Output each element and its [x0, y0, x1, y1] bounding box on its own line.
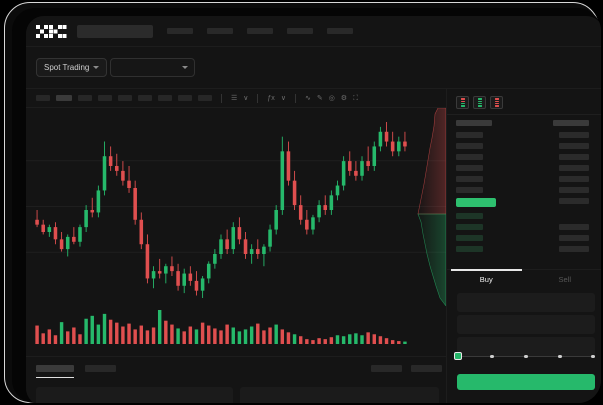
chevron-down-icon-indicators[interactable]: ∨: [280, 94, 286, 102]
candlestick-type-icon[interactable]: ☰: [231, 94, 238, 102]
orders-content-box-2: [240, 387, 439, 403]
orderbook-mode-asks-icon[interactable]: [490, 96, 503, 109]
market-subheader: Spot Trading: [26, 47, 601, 111]
orderbook-ask-size: [559, 176, 589, 182]
slider-handle[interactable]: [454, 352, 462, 360]
buy-sell-tabs: Buy Sell: [447, 269, 602, 289]
settings-gear-icon[interactable]: ⚙: [340, 94, 348, 102]
timeframe-3[interactable]: [78, 95, 92, 101]
order-entry-panel: Buy Sell: [446, 269, 601, 403]
orderbook-ask-size: [559, 187, 589, 193]
chevron-down-icon-charttype[interactable]: ∨: [243, 94, 249, 102]
orderbook-bid-row[interactable]: [456, 246, 483, 252]
slider-stop-25[interactable]: [490, 354, 494, 359]
orderbook-ask-size: [559, 154, 589, 160]
total-field[interactable]: [457, 337, 595, 356]
orderbook-bid-row[interactable]: [456, 224, 483, 230]
slider-stop-100[interactable]: [591, 354, 595, 359]
orderbook-col-header-price: [456, 120, 492, 126]
orderbook-bid-size: [559, 224, 589, 230]
timeframe-2-active[interactable]: [56, 95, 72, 101]
depth-chart-overlay: [417, 108, 446, 306]
slider-stop-75[interactable]: [558, 354, 562, 359]
orders-content-box-1: [36, 387, 233, 403]
submit-order-button[interactable]: [457, 374, 595, 390]
fullscreen-icon[interactable]: ⛶: [353, 94, 358, 102]
orderbook-bid-size: [559, 246, 589, 252]
spot-trading-label: Spot Trading: [44, 63, 90, 72]
orderbook-ask-row[interactable]: [456, 143, 483, 149]
bottom-tab-active[interactable]: [36, 365, 74, 372]
search-input[interactable]: [77, 24, 153, 38]
orderbook-ask-row[interactable]: [456, 154, 483, 160]
timeframe-4[interactable]: [98, 95, 112, 101]
tab-sell-label: Sell: [558, 275, 571, 284]
slider-stop-50[interactable]: [524, 354, 528, 359]
toolbar-divider-2: [257, 93, 259, 103]
orderbook-ask-row[interactable]: [456, 176, 483, 182]
orderbook-ask-size: [559, 165, 589, 171]
price-field[interactable]: [457, 293, 595, 312]
spot-trading-dropdown[interactable]: Spot Trading: [36, 58, 108, 77]
app-screen: Spot Trading: [26, 16, 601, 403]
snapshot-icon[interactable]: ◎: [328, 94, 335, 102]
timeframe-9[interactable]: [198, 95, 212, 101]
orderbook-ask-size: [559, 143, 589, 149]
amount-slider[interactable]: [454, 352, 595, 360]
active-tab-indicator: [451, 269, 522, 271]
device-bezel: Spot Trading: [4, 2, 601, 403]
bottom-tab-2[interactable]: [85, 365, 116, 372]
price-chart[interactable]: [26, 108, 446, 356]
chart-toolbar: ☰ ∨ ƒx ∨ ∿ ✎ ◎ ⚙ ⛶: [26, 89, 446, 108]
orderbook-ask-row[interactable]: [456, 132, 483, 138]
orderbook-ask-size: [559, 132, 589, 138]
amount-field[interactable]: [457, 315, 595, 334]
timeframe-8[interactable]: [178, 95, 192, 101]
tab-buy[interactable]: Buy: [447, 270, 526, 289]
top-navigation-bar: [26, 16, 601, 47]
nav-item-1[interactable]: [167, 28, 193, 34]
orderbook-mode-both-icon[interactable]: [456, 96, 469, 109]
bottom-tab-indicator: [36, 377, 74, 379]
orderbook-bid-row[interactable]: [456, 213, 483, 219]
okx-logo-icon: [36, 24, 67, 38]
bottom-action-1[interactable]: [371, 365, 402, 372]
tab-sell[interactable]: Sell: [526, 270, 602, 289]
order-book-divider: [447, 114, 601, 115]
orderbook-last-price-row: [456, 198, 496, 207]
orderbook-ask-row[interactable]: [456, 165, 483, 171]
nav-item-5[interactable]: [327, 28, 353, 34]
okx-logo[interactable]: [36, 24, 67, 38]
nav-item-4[interactable]: [287, 28, 313, 34]
device-bezel-inner: Spot Trading: [12, 8, 601, 403]
order-book-mode-group: [456, 96, 503, 109]
indicators-icon[interactable]: ƒx: [267, 94, 275, 102]
trading-pair-dropdown[interactable]: [110, 58, 195, 77]
line-tool-icon[interactable]: ∿: [304, 94, 311, 102]
chevron-down-icon-pair: [182, 66, 188, 69]
timeframe-7[interactable]: [158, 95, 172, 101]
volume-histogram: [35, 310, 407, 344]
toolbar-divider-1: [221, 93, 222, 103]
chevron-down-icon: [93, 66, 100, 69]
bottom-action-2[interactable]: [411, 365, 442, 372]
nav-item-2[interactable]: [207, 28, 233, 34]
orderbook-col-header-size: [553, 120, 589, 126]
pencil-icon[interactable]: ✎: [316, 94, 323, 102]
candlestick-chart-canvas: [26, 122, 446, 298]
orderbook-last-price-size: [559, 198, 589, 204]
orderbook-ask-row[interactable]: [456, 187, 483, 193]
toolbar-divider-3: [294, 93, 296, 103]
orders-panel: [26, 356, 446, 403]
orderbook-bid-size: [559, 235, 589, 241]
orderbook-mode-bids-icon[interactable]: [473, 96, 486, 109]
timeframe-1[interactable]: [36, 95, 50, 101]
order-book-panel: [446, 89, 601, 269]
orderbook-bid-row[interactable]: [456, 235, 483, 241]
nav-item-3[interactable]: [247, 28, 273, 34]
tab-buy-label: Buy: [479, 275, 493, 284]
timeframe-5[interactable]: [118, 95, 132, 101]
timeframe-6[interactable]: [138, 95, 152, 101]
